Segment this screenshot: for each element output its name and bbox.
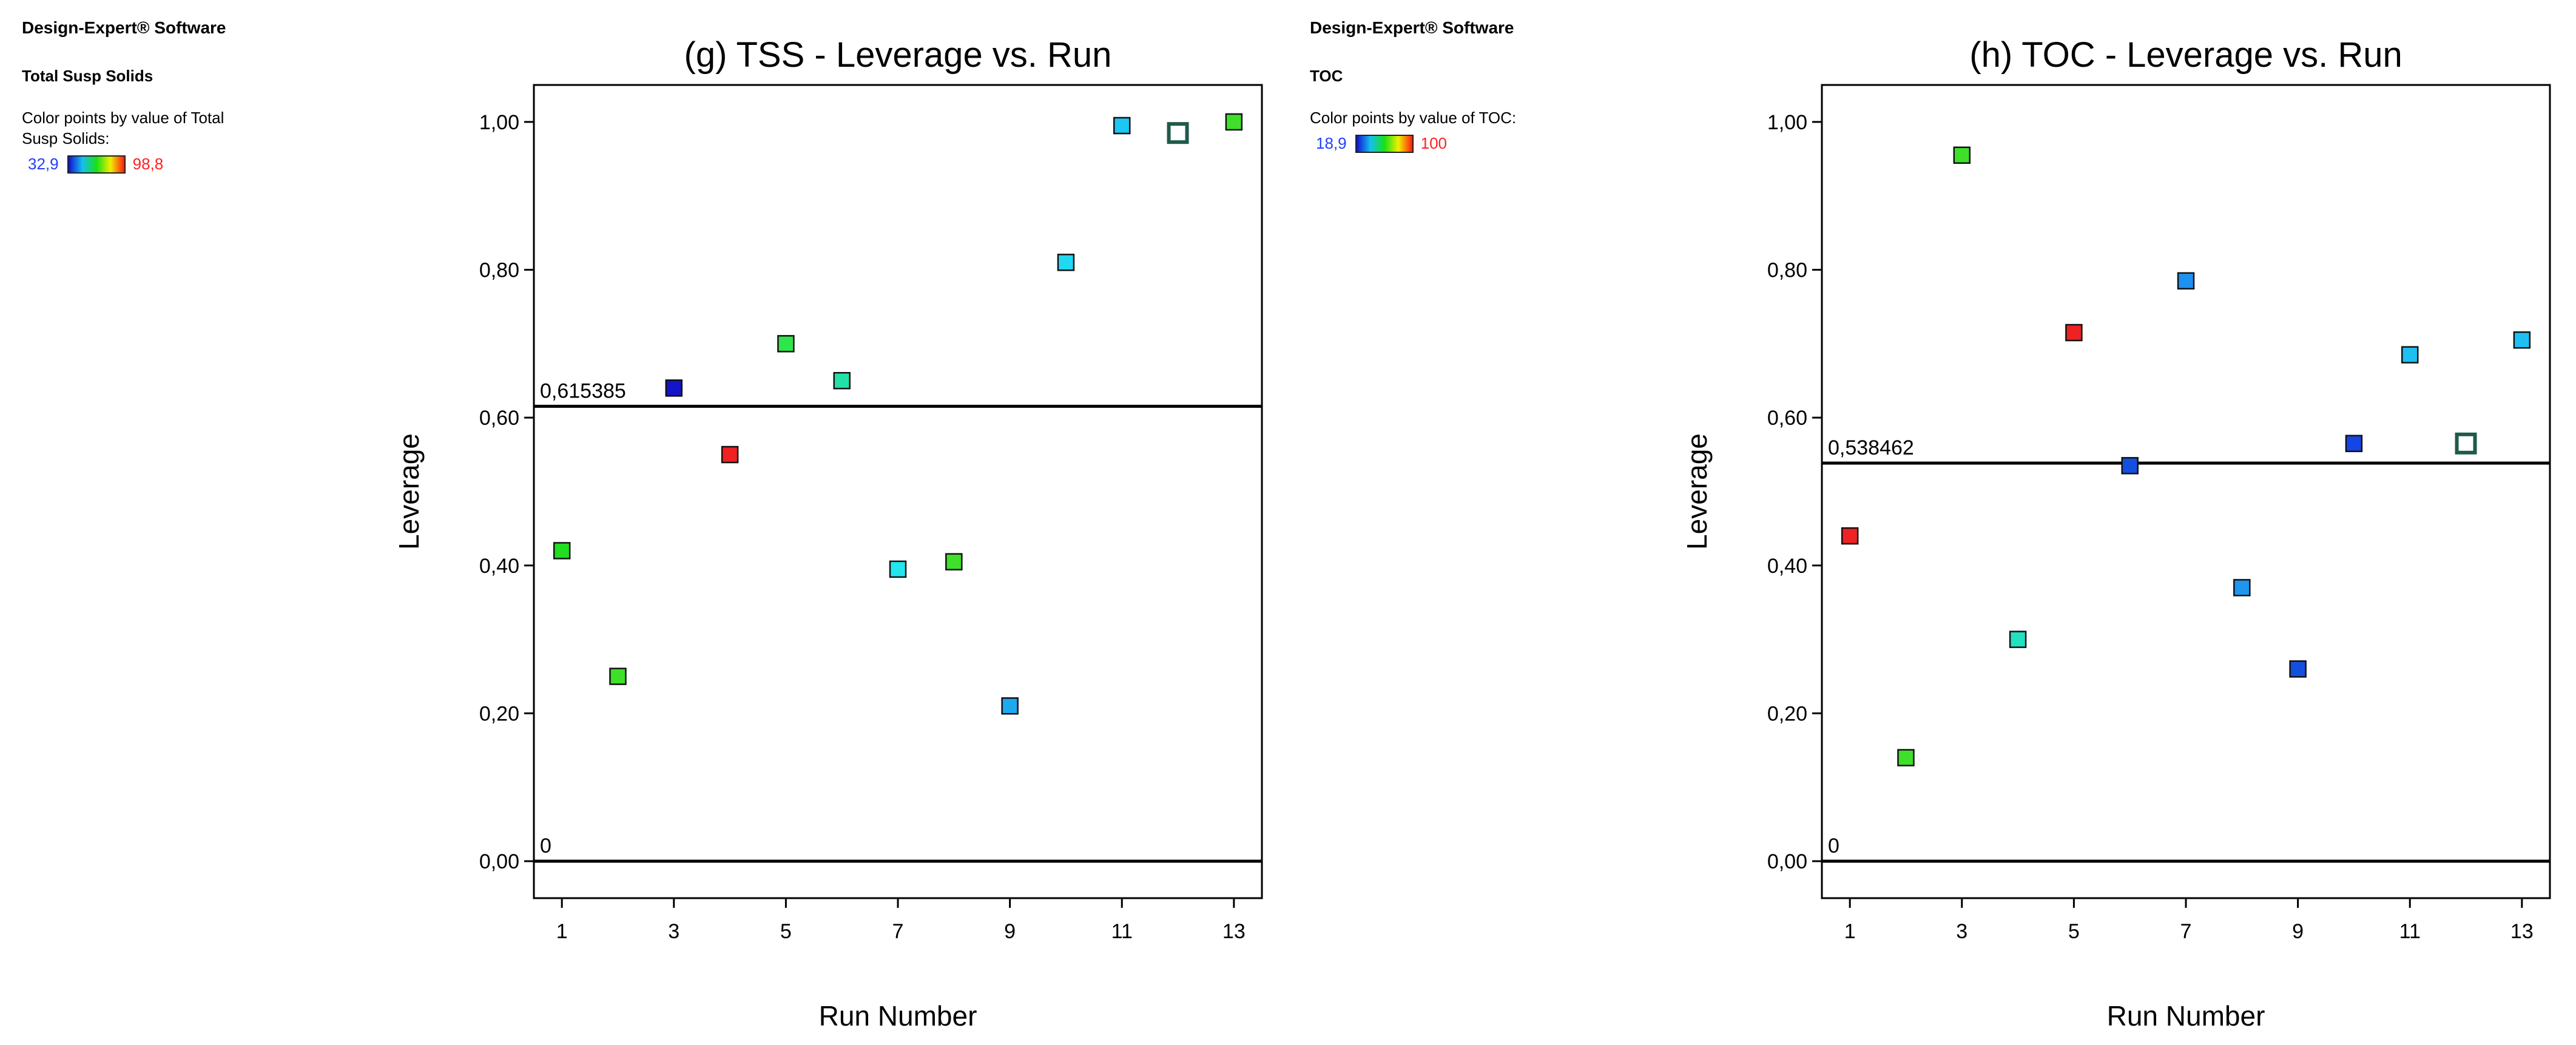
y-tick-label: 1,00	[1767, 111, 1807, 134]
data-point	[1225, 113, 1243, 131]
data-point	[1057, 254, 1075, 271]
x-tick-label: 7	[2180, 920, 2192, 943]
y-tick-label: 0,80	[479, 259, 519, 282]
x-axis-label: Run Number	[819, 1000, 977, 1032]
x-tick-label: 11	[1111, 920, 1133, 943]
response-name: Total Susp Solids	[22, 67, 153, 85]
data-point	[2009, 631, 2027, 648]
data-point	[833, 372, 851, 390]
response-name: TOC	[1310, 67, 1343, 85]
software-name: Design-Expert® Software	[22, 18, 226, 37]
data-point	[2065, 323, 2083, 342]
leverage-chart-tss: (g) TSS - Leverage vs. Run 0,00 0,20 0,40 0,…	[393, 35, 1263, 1032]
panel-tss: Design-Expert® Software Total Susp Solid…	[22, 18, 1263, 1032]
reference-line-label: 0	[540, 834, 551, 857]
x-tick-label: 11	[2399, 920, 2421, 943]
data-point	[1897, 749, 1915, 766]
data-point	[889, 560, 907, 578]
data-point	[2233, 579, 2251, 597]
y-tick-label: 0,20	[479, 702, 519, 725]
color-note: Color points by value of Total Susp Soli…	[22, 109, 224, 147]
panel-toc: Design-Expert® Software TOC Color points…	[1288, 0, 2576, 1045]
software-name: Design-Expert® Software	[1310, 18, 1514, 37]
data-point	[1001, 697, 1019, 715]
leverage-chart-toc: (h) TOC - Leverage vs. Run 0,00 0,20 0,40 0,…	[1681, 35, 2551, 1032]
x-tick-label: 5	[2068, 920, 2080, 943]
plot-frame	[533, 84, 1263, 899]
data-point	[1953, 146, 1971, 164]
data-point	[1841, 527, 1859, 545]
gradient-bar	[1355, 134, 1414, 153]
y-tick-label: 0,00	[1767, 850, 1807, 873]
y-tick-label: 0,60	[479, 407, 519, 430]
y-tick-label: 1,00	[479, 111, 519, 134]
legend-panel: Design-Expert® Software TOC Color points…	[1310, 18, 1625, 153]
color-note: Color points by value of TOC:	[1310, 109, 1517, 127]
y-tick-label: 0,40	[1767, 555, 1807, 578]
x-tick-label: 13	[2510, 920, 2534, 943]
reference-line-label: 0	[1828, 834, 1839, 857]
reference-line-label: 0,538462	[1828, 436, 1914, 459]
gradient-bar	[67, 155, 126, 174]
plot-frame	[1821, 84, 2551, 899]
chart-title: (h) TOC - Leverage vs. Run	[1969, 35, 2402, 75]
data-point	[2401, 346, 2419, 364]
data-point	[2177, 272, 2195, 290]
data-point	[2121, 457, 2139, 475]
x-tick-label: 5	[780, 920, 792, 943]
x-tick-label: 3	[1956, 920, 1967, 943]
data-point	[665, 379, 683, 397]
data-point	[553, 542, 571, 560]
data-point-highlighted	[1167, 122, 1189, 144]
gradient-max-label: 98,8	[132, 155, 164, 173]
data-point	[2289, 660, 2307, 678]
gradient-max-label: 100	[1420, 134, 1447, 152]
color-gradient-legend: 18,9 100	[1310, 134, 1625, 153]
x-tick-label: 7	[892, 920, 904, 943]
data-point	[2513, 331, 2531, 349]
chart-title: (g) TSS - Leverage vs. Run	[684, 35, 1112, 75]
gradient-min-label: 18,9	[1316, 134, 1347, 152]
y-axis-label: Leverage	[393, 433, 425, 550]
y-tick-label: 0,60	[1767, 407, 1807, 430]
x-tick-label: 9	[1004, 920, 1016, 943]
reference-line-label: 0,615385	[540, 379, 626, 402]
x-tick-label: 1	[556, 920, 568, 943]
x-tick-label: 1	[1844, 920, 1856, 943]
y-tick-label: 0,80	[1767, 259, 1807, 282]
data-point	[1113, 117, 1131, 135]
data-point-highlighted	[2455, 432, 2477, 455]
y-tick-label: 0,00	[479, 850, 519, 873]
x-axis-label: Run Number	[2107, 1000, 2265, 1032]
data-point	[945, 553, 963, 570]
x-tick-label: 13	[1222, 920, 1246, 943]
x-tick-label: 9	[2292, 920, 2304, 943]
color-gradient-legend: 32,9 98,8	[22, 155, 337, 174]
data-point	[2345, 435, 2363, 453]
data-point	[609, 668, 627, 685]
data-point	[777, 335, 795, 353]
legend-panel: Design-Expert® Software Total Susp Solid…	[22, 18, 337, 174]
y-tick-label: 0,40	[479, 555, 519, 578]
y-tick-label: 0,20	[1767, 702, 1807, 725]
data-point	[721, 445, 739, 464]
x-tick-label: 3	[668, 920, 679, 943]
y-axis-label: Leverage	[1681, 433, 1713, 550]
gradient-min-label: 32,9	[28, 155, 59, 173]
